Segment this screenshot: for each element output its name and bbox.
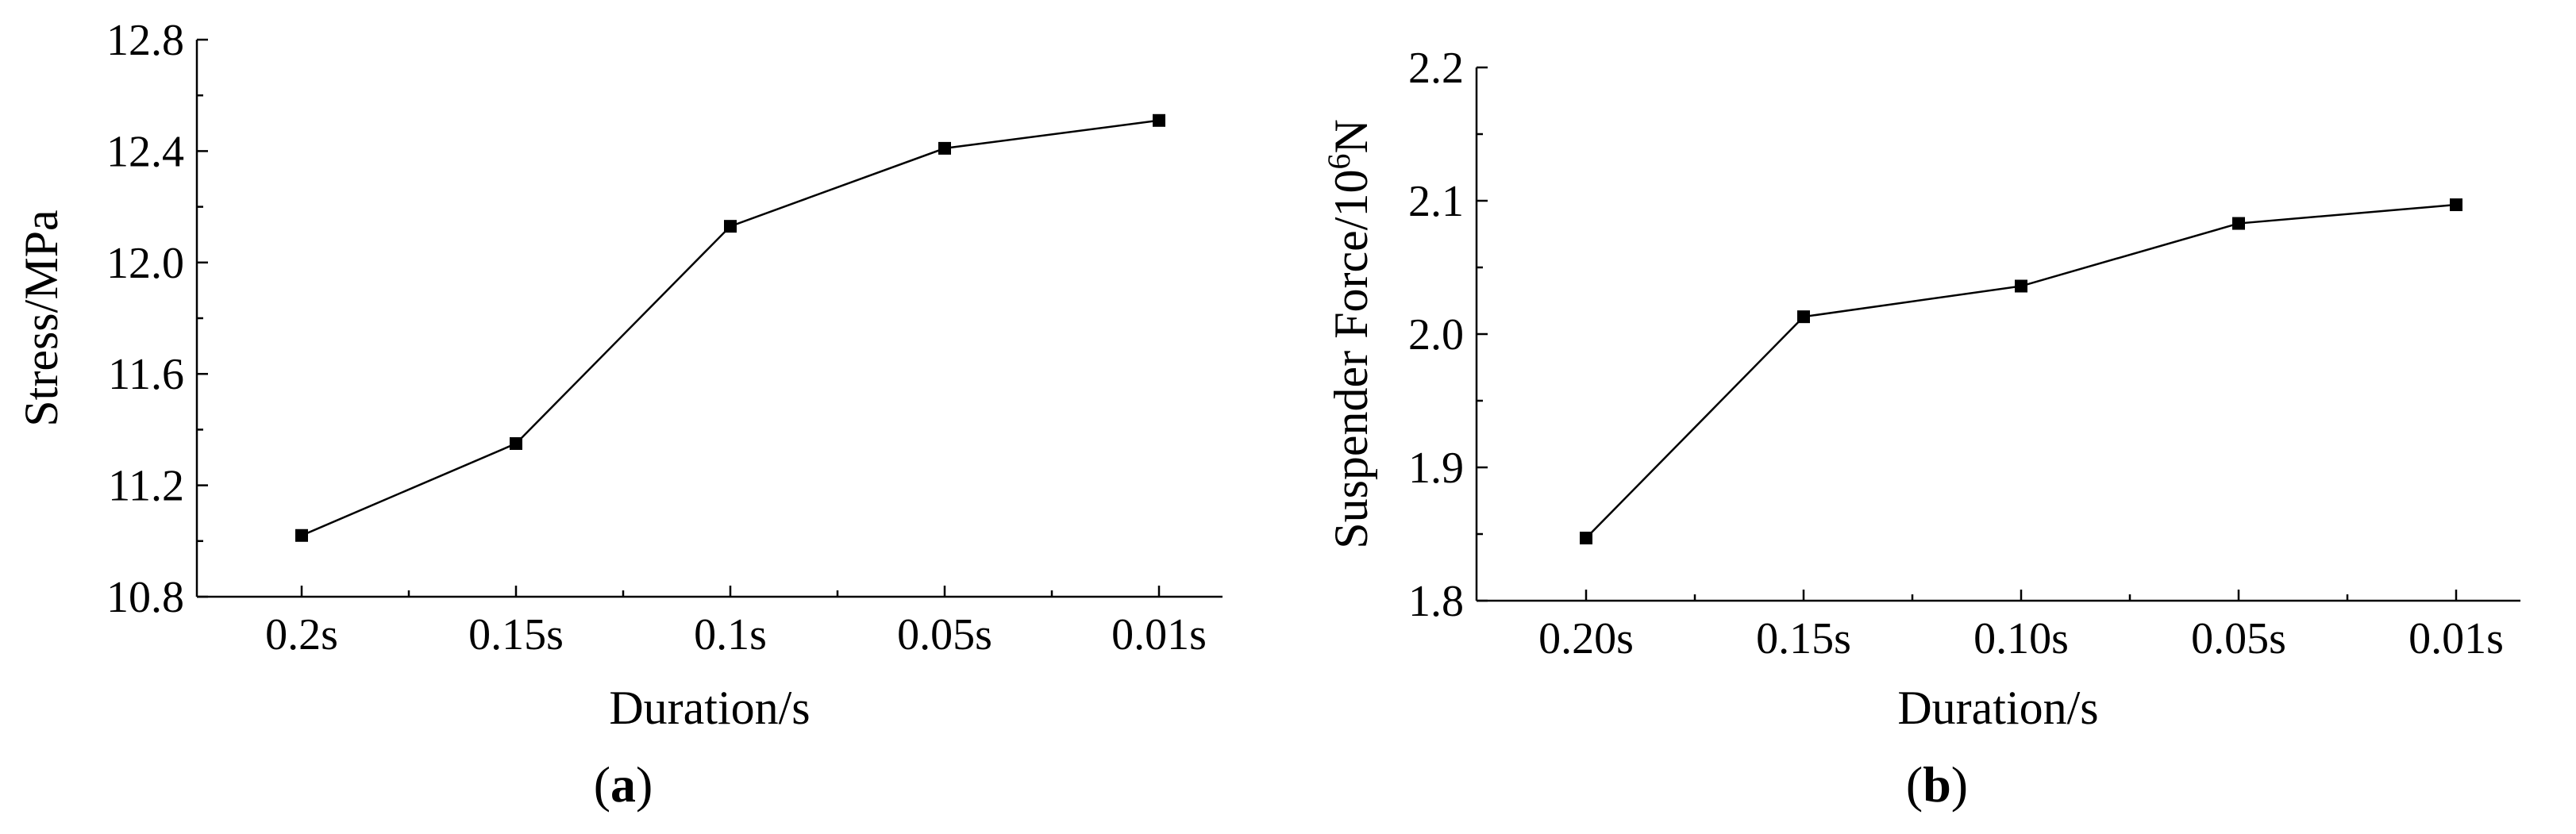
chart-b-y-tick-label: 2.0 bbox=[1408, 310, 1464, 359]
chart-a-y-tick-label: 12.4 bbox=[106, 127, 184, 176]
chart-a-x-ticks: 0.2s 0.15s 0.1s 0.05s 0.01s bbox=[265, 586, 1207, 659]
chart-b-caption: (b) bbox=[1906, 756, 1968, 813]
chart-b-ylabel: Suspender Force/106N bbox=[1321, 119, 1377, 549]
chart-b-data-point bbox=[2450, 198, 2462, 212]
chart-a-y-tick-label: 12.8 bbox=[106, 16, 184, 65]
chart-b-series bbox=[1580, 198, 2462, 545]
chart-a-caption: (a) bbox=[594, 756, 653, 813]
chart-b-data-point bbox=[1580, 532, 1592, 545]
chart-b-y-tick-label: 2.2 bbox=[1408, 44, 1464, 93]
chart-a-x-tick-label: 0.15s bbox=[468, 610, 564, 659]
chart-b-x-tick-label: 0.20s bbox=[1538, 614, 1634, 663]
chart-a-series-line bbox=[301, 119, 1160, 536]
chart-a-x-tick-label: 0.1s bbox=[694, 610, 767, 659]
chart-b-data-point bbox=[2015, 279, 2027, 293]
chart-a-y-tick-label: 11.6 bbox=[108, 350, 184, 399]
chart-a-x-tick-label: 0.05s bbox=[897, 610, 992, 659]
chart-a-y-tick-label: 10.8 bbox=[106, 573, 184, 622]
chart-a-y-ticks: 10.8 11.2 11.6 12.0 12.4 12.8 bbox=[106, 16, 208, 622]
chart-a-data-point bbox=[724, 220, 737, 233]
chart-b-y-tick-label: 1.9 bbox=[1408, 444, 1464, 493]
chart-a-y-tick-label: 11.2 bbox=[108, 462, 184, 511]
chart-b-x-tick-label: 0.01s bbox=[2409, 614, 2504, 663]
chart-a-data-point bbox=[510, 436, 522, 450]
chart-a-data-point bbox=[938, 141, 951, 155]
chart-b-y-tick-label: 1.8 bbox=[1408, 577, 1464, 626]
chart-a-x-tick-label: 0.2s bbox=[265, 610, 338, 659]
chart-b-xlabel: Duration/s bbox=[1897, 682, 2098, 734]
chart-a: 10.811.211.612.012.412.8 0.2s 0.15s 0.1s 0.… bbox=[15, 16, 1223, 813]
chart-b-data-point bbox=[2232, 217, 2245, 230]
chart-a-x-tick-label: 0.01s bbox=[1111, 610, 1207, 659]
chart-b-x-tick-label: 0.10s bbox=[1973, 614, 2069, 663]
chart-a-ylabel: Stress/MPa bbox=[15, 209, 67, 426]
chart-b-data-point bbox=[1797, 310, 1810, 324]
chart-a-y-tick-label: 12.0 bbox=[106, 239, 184, 288]
chart-a-series bbox=[295, 113, 1165, 542]
chart-b-series-line bbox=[1585, 203, 2457, 539]
chart-a-data-point bbox=[295, 528, 308, 542]
chart-b-x-ticks: 0.20s 0.15s 0.10s 0.05s 0.01s bbox=[1538, 590, 2504, 663]
chart-b-x-tick-label: 0.15s bbox=[1756, 614, 1851, 663]
chart-b-x-tick-label: 0.05s bbox=[2191, 614, 2286, 663]
chart-a-data-point bbox=[1153, 113, 1165, 127]
chart-b-y-tick-label: 2.1 bbox=[1408, 177, 1464, 226]
chart-b: 1.8 1.9 2.0 2.1 2.2 0.20s 0.15s 0.10s 0.05s 0.01… bbox=[1321, 44, 2520, 813]
chart-b-y-ticks: 1.8 1.9 2.0 2.1 2.2 bbox=[1408, 44, 1488, 626]
chart-a-xlabel: Duration/s bbox=[609, 682, 810, 734]
